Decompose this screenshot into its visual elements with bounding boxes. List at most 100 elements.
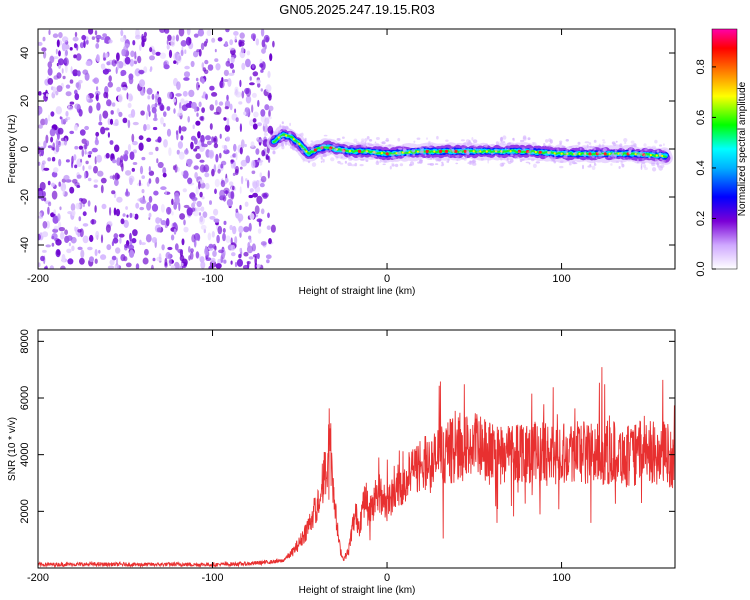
noise-speckle <box>95 230 100 240</box>
noise-speckle <box>167 246 173 251</box>
noise-speckle <box>70 66 73 74</box>
track-halo-speckle <box>424 153 427 157</box>
noise-speckle <box>182 90 188 97</box>
noise-speckle <box>235 208 239 213</box>
noise-speckle <box>38 91 42 96</box>
noise-speckle <box>78 109 83 117</box>
track-halo-speckle <box>563 152 569 155</box>
noise-speckle <box>40 148 44 157</box>
track-halo-speckle <box>335 155 339 158</box>
noise-speckle <box>234 262 238 268</box>
noise-speckle <box>116 196 123 203</box>
noise-speckle <box>105 52 109 59</box>
noise-speckle <box>266 259 270 264</box>
noise-speckle <box>82 235 89 244</box>
noise-speckle <box>88 105 93 114</box>
noise-speckle <box>197 131 201 139</box>
noise-speckle <box>124 56 131 65</box>
noise-speckle <box>214 178 220 188</box>
noise-speckle <box>130 50 135 58</box>
track-halo-speckle <box>663 143 665 147</box>
noise-speckle <box>225 235 231 243</box>
signal-peak-point <box>479 150 482 153</box>
noise-speckle <box>112 159 117 164</box>
noise-speckle <box>193 210 199 217</box>
track-halo-speckle <box>456 157 459 162</box>
track-halo-speckle <box>342 136 345 139</box>
noise-speckle <box>56 39 60 48</box>
noise-speckle <box>195 77 199 82</box>
noise-speckle <box>229 103 233 111</box>
track-halo-speckle <box>429 163 435 166</box>
noise-speckle <box>59 116 62 120</box>
noise-speckle <box>256 218 263 223</box>
track-halo-speckle <box>337 160 341 164</box>
noise-speckle <box>268 109 271 118</box>
noise-speckle <box>42 191 46 198</box>
track-halo-speckle <box>599 146 603 149</box>
noise-speckle <box>200 206 205 212</box>
noise-speckle <box>96 102 101 111</box>
noise-speckle <box>52 228 59 233</box>
track-halo-speckle <box>442 163 445 166</box>
noise-speckle <box>71 155 74 165</box>
noise-speckle <box>200 42 205 51</box>
noise-speckle <box>79 257 85 265</box>
track-halo-speckle <box>469 160 472 164</box>
noise-speckle <box>129 212 133 218</box>
noise-speckle <box>260 109 266 117</box>
track-halo-speckle <box>432 157 435 160</box>
noise-speckle <box>120 218 125 225</box>
track-halo-speckle <box>448 153 451 158</box>
track-halo-speckle <box>459 151 463 154</box>
noise-speckle <box>65 84 71 89</box>
track-halo-speckle <box>619 152 621 155</box>
noise-speckle <box>224 124 231 132</box>
noise-speckle <box>123 219 129 228</box>
track-halo-speckle <box>295 149 299 152</box>
noise-speckle <box>109 140 114 145</box>
track-halo-speckle <box>650 160 655 165</box>
noise-speckle <box>233 160 236 170</box>
noise-speckle <box>159 52 166 59</box>
noise-speckle <box>234 236 238 245</box>
noise-speckle <box>67 258 74 265</box>
noise-speckle <box>132 40 136 46</box>
noise-speckle <box>266 225 271 230</box>
noise-speckle <box>191 196 198 202</box>
noise-speckle <box>238 253 242 259</box>
noise-speckle <box>129 232 132 242</box>
noise-speckle <box>210 257 216 264</box>
snr-plot-frame <box>37 329 676 569</box>
noise-speckle <box>102 110 109 119</box>
track-halo-speckle <box>628 149 632 155</box>
noise-speckle <box>57 127 64 135</box>
noise-speckle <box>261 48 266 54</box>
signal-peak-point <box>342 148 346 152</box>
noise-speckle <box>78 79 83 84</box>
track-halo-speckle <box>467 162 470 164</box>
noise-speckle <box>200 261 206 269</box>
track-halo-speckle <box>565 154 568 157</box>
track-halo-speckle <box>473 148 477 150</box>
noise-speckle <box>174 243 179 251</box>
track-halo-speckle <box>500 149 503 154</box>
noise-speckle <box>69 101 75 105</box>
noise-speckle <box>208 243 214 249</box>
noise-speckle <box>218 249 224 254</box>
noise-speckle <box>211 92 218 97</box>
track-halo-speckle <box>656 162 659 165</box>
spectrogram-y-axis-label: Frequency (Hz) <box>7 115 18 184</box>
noise-speckle <box>133 60 138 65</box>
noise-speckle <box>138 142 144 151</box>
track-halo-speckle <box>500 164 505 167</box>
track-halo-speckle <box>658 166 663 171</box>
track-halo-speckle <box>473 145 478 148</box>
noise-speckle <box>265 84 272 93</box>
track-halo-speckle <box>304 137 307 141</box>
noise-speckle <box>251 243 256 252</box>
noise-speckle <box>149 68 152 72</box>
noise-speckle <box>100 184 104 194</box>
noise-speckle <box>79 129 86 136</box>
noise-speckle <box>196 81 200 91</box>
